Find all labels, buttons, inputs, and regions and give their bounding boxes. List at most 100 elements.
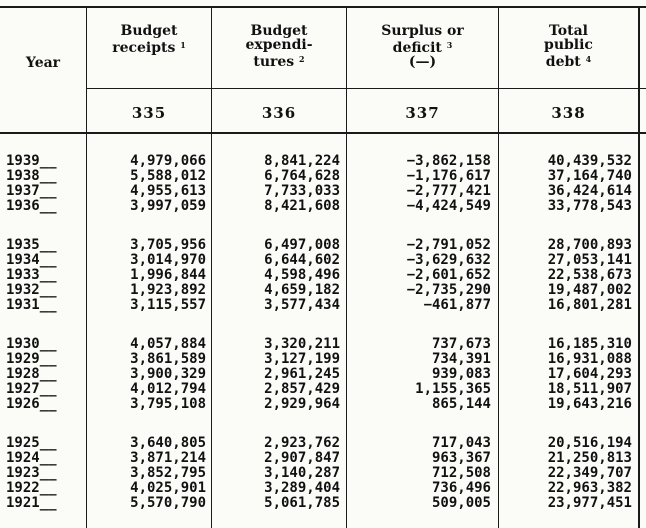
column-number-rule bbox=[86, 88, 646, 89]
year-cell: 1938__ bbox=[6, 168, 57, 184]
receipts-cell: 3,861,589 bbox=[130, 351, 206, 367]
year-cell: 1929__ bbox=[6, 351, 57, 367]
year-cell: 1936__ bbox=[6, 198, 57, 214]
header-line: (—) bbox=[408, 54, 437, 70]
receipts-cell: 3,997,059 bbox=[130, 198, 206, 214]
surplus-cell: −1,176,617 bbox=[406, 168, 491, 184]
expenditures-cell: 6,764,628 bbox=[264, 168, 340, 184]
year-cell: 1922__ bbox=[6, 480, 57, 496]
expenditures-cell: 2,923,762 bbox=[264, 435, 340, 451]
header-line: receipts 1 bbox=[112, 40, 186, 56]
year-cell: 1935__ bbox=[6, 237, 57, 253]
surplus-cell: 865,144 bbox=[431, 396, 491, 412]
header-line: public bbox=[544, 37, 593, 53]
expenditures-cell: 3,320,211 bbox=[264, 336, 340, 352]
receipts-cell: 3,014,970 bbox=[130, 252, 206, 268]
debt-cell: 40,439,532 bbox=[547, 153, 632, 169]
debt-cell: 16,931,088 bbox=[547, 351, 632, 367]
receipts-cell: 3,705,956 bbox=[130, 237, 206, 253]
expenditures-cell: 3,577,434 bbox=[264, 297, 340, 313]
surplus-cell: −2,735,290 bbox=[406, 282, 491, 298]
debt-cell: 21,250,813 bbox=[547, 450, 632, 466]
header-surplus-deficit: Surplus or deficit 3 (—) bbox=[347, 24, 498, 69]
footnote-mark: 2 bbox=[299, 54, 305, 64]
year-cell: 1937__ bbox=[6, 183, 57, 199]
receipts-cell: 5,570,790 bbox=[130, 495, 206, 511]
header-bottom-rule bbox=[0, 132, 646, 134]
receipts-cell: 4,057,884 bbox=[130, 336, 206, 352]
receipts-cell: 3,640,805 bbox=[130, 435, 206, 451]
expenditures-cell: 2,929,964 bbox=[264, 396, 340, 412]
expenditures-cell: 7,733,033 bbox=[264, 183, 340, 199]
receipts-cell: 3,852,795 bbox=[130, 465, 206, 481]
header-line: Budget bbox=[120, 23, 178, 39]
column-number: 338 bbox=[551, 104, 586, 122]
receipts-cell: 3,115,557 bbox=[130, 297, 206, 313]
debt-cell: 22,538,673 bbox=[547, 267, 632, 283]
expenditures-cell: 6,497,008 bbox=[264, 237, 340, 253]
debt-cell: 22,349,707 bbox=[547, 465, 632, 481]
top-rule bbox=[0, 6, 646, 8]
debt-cell: 28,700,893 bbox=[547, 237, 632, 253]
expenditures-cell: 4,659,182 bbox=[264, 282, 340, 298]
surplus-cell: −2,601,652 bbox=[406, 267, 491, 283]
column-rule bbox=[498, 7, 499, 528]
header-line: Total bbox=[548, 23, 588, 39]
receipts-cell: 3,795,108 bbox=[130, 396, 206, 412]
year-cell: 1927__ bbox=[6, 381, 57, 397]
header-line: Surplus or bbox=[381, 23, 464, 39]
year-cell: 1934__ bbox=[6, 252, 57, 268]
surplus-cell: 736,496 bbox=[431, 480, 491, 496]
header-line: Budget bbox=[250, 23, 308, 39]
year-cell: 1932__ bbox=[6, 282, 57, 298]
surplus-cell: 939,083 bbox=[431, 366, 491, 382]
receipts-cell: 1,923,892 bbox=[130, 282, 206, 298]
header-line: expendi- bbox=[245, 37, 313, 53]
surplus-cell: −2,791,052 bbox=[406, 237, 491, 253]
debt-cell: 37,164,740 bbox=[547, 168, 632, 184]
receipts-cell: 4,025,901 bbox=[130, 480, 206, 496]
debt-cell: 22,963,382 bbox=[547, 480, 632, 496]
column-number: 335 bbox=[131, 104, 167, 122]
expenditures-cell: 2,907,847 bbox=[264, 450, 340, 466]
surplus-cell: 1,155,365 bbox=[415, 381, 491, 397]
debt-cell: 20,516,194 bbox=[547, 435, 632, 451]
surplus-cell: 963,367 bbox=[431, 450, 491, 466]
year-cell: 1933__ bbox=[6, 267, 57, 283]
expenditures-cell: 8,421,608 bbox=[264, 198, 340, 214]
year-cell: 1926__ bbox=[6, 396, 57, 412]
header-budget-expenditures: Budget expendi- tures 2 bbox=[212, 24, 346, 69]
debt-cell: 36,424,614 bbox=[547, 183, 632, 199]
year-cell: 1931__ bbox=[6, 297, 57, 313]
footnote-mark: 1 bbox=[180, 40, 186, 50]
receipts-cell: 4,979,066 bbox=[130, 153, 206, 169]
year-cell: 1939__ bbox=[6, 153, 57, 169]
expenditures-cell: 2,961,245 bbox=[264, 366, 340, 382]
column-rule bbox=[211, 7, 212, 528]
expenditures-cell: 4,598,496 bbox=[264, 267, 340, 283]
expenditures-cell: 3,140,287 bbox=[264, 465, 340, 481]
expenditures-cell: 6,644,602 bbox=[264, 252, 340, 268]
surplus-cell: 734,391 bbox=[431, 351, 491, 367]
expenditures-cell: 5,061,785 bbox=[264, 495, 340, 511]
surplus-cell: 509,005 bbox=[431, 495, 491, 511]
year-cell: 1924__ bbox=[6, 450, 57, 466]
expenditures-cell: 8,841,224 bbox=[264, 153, 340, 169]
surplus-cell: −3,629,632 bbox=[406, 252, 491, 268]
footnote-mark: 4 bbox=[585, 54, 592, 64]
debt-cell: 16,801,281 bbox=[547, 297, 632, 313]
column-rule bbox=[86, 7, 87, 528]
year-cell: 1921__ bbox=[6, 495, 57, 511]
column-rule bbox=[346, 7, 347, 528]
receipts-cell: 3,900,329 bbox=[130, 366, 206, 382]
debt-cell: 33,778,543 bbox=[547, 198, 632, 214]
surplus-cell: −2,777,421 bbox=[406, 183, 491, 199]
debt-cell: 16,185,310 bbox=[547, 336, 632, 352]
header-line: tures 2 bbox=[253, 54, 305, 70]
right-border-rule bbox=[638, 7, 640, 528]
header-line: debt 4 bbox=[545, 54, 592, 70]
surplus-cell: −461,877 bbox=[423, 297, 491, 313]
receipts-cell: 4,012,794 bbox=[130, 381, 206, 397]
surplus-cell: −4,424,549 bbox=[406, 198, 491, 214]
